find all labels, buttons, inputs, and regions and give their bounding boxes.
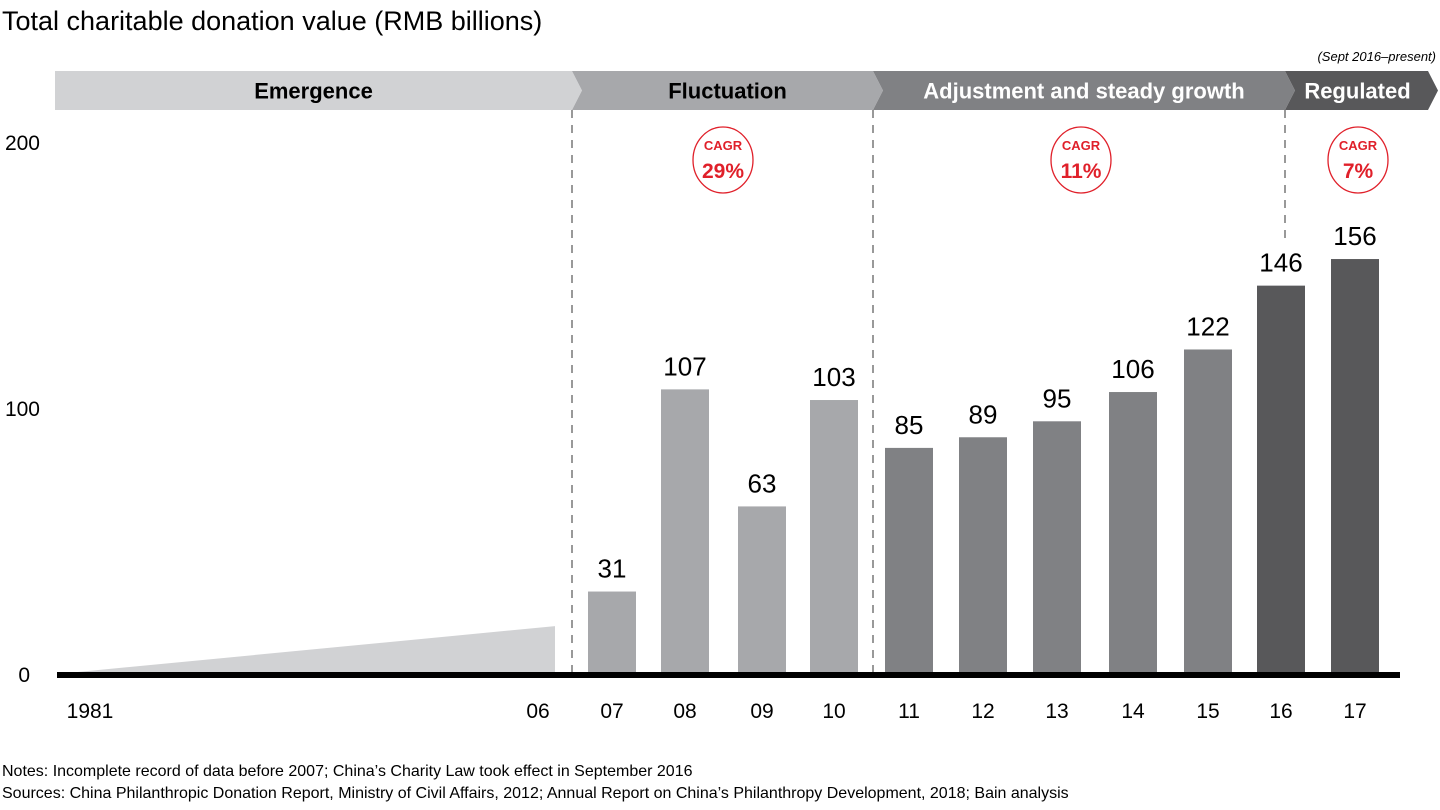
bar-value-label: 106 [1111,354,1154,384]
bar-value-label: 89 [969,399,998,429]
phase-chevron-regulated [1285,71,1438,110]
phase-chevron-fluctuation [572,71,883,110]
x-tick-label: 14 [1121,700,1145,723]
bar-14 [1109,392,1157,674]
phase-chevron-emergence [55,71,582,110]
bar-value-label: 95 [1043,383,1072,413]
y-tick-label: 0 [18,664,30,687]
bar-value-label: 122 [1186,311,1229,341]
cagr-value: 11% [1061,160,1102,183]
cagr-label: CAGR [1339,138,1378,153]
emergence-area [57,626,555,674]
cagr-circle [1327,126,1389,194]
cagr-circle [1050,126,1112,194]
x-tick-label: 08 [673,700,696,723]
chart-sources: Sources: China Philanthropic Donation Re… [2,785,1069,802]
bar-11 [885,447,933,674]
bars: 31 107 63 103 85 89 95 106 122 146 156 [57,221,1400,678]
x-tick-label: 15 [1196,700,1219,723]
bar-09 [738,506,786,674]
x-tick-label: 10 [822,700,845,723]
chart-title: Total charitable donation value (RMB bil… [2,6,542,36]
x-axis-line [57,672,1400,678]
cagr-value: 7% [1343,160,1374,183]
bar-10 [810,400,858,674]
bar-value-label: 85 [895,410,924,440]
bar-17 [1331,259,1379,674]
bar-value-label: 63 [748,468,777,498]
bar-07 [588,591,636,674]
bar-value-label: 103 [812,362,855,392]
bar-value-label: 156 [1333,221,1376,251]
bar-value-label: 107 [663,351,706,381]
x-tick-label: 12 [971,700,994,723]
x-tick-label: 16 [1269,700,1292,723]
phase-label: Emergence [254,79,373,104]
phase-label: Adjustment and steady growth [923,79,1244,104]
chart-notes: Notes: Incomplete record of data before … [2,763,693,780]
bar-16 [1257,285,1305,674]
y-axis: 0 100 200 [5,132,40,687]
bar-08 [661,389,709,674]
x-tick-label: 1981 [67,700,114,723]
cagr-badges: CAGR 29% CAGR 11% CAGR 7% [692,126,1389,194]
x-tick-label: 17 [1343,700,1366,723]
x-tick-label: 06 [526,700,549,723]
cagr-label: CAGR [704,138,743,153]
x-tick-label: 09 [750,700,773,723]
bar-12 [959,437,1007,674]
cagr-label: CAGR [1062,138,1101,153]
x-tick-label: 13 [1045,700,1068,723]
phase-label: Regulated [1304,79,1410,104]
y-tick-label: 100 [5,398,40,421]
cagr-value: 29% [702,160,744,183]
cagr-circle [692,126,754,194]
x-tick-label: 11 [898,700,920,723]
x-tick-label: 07 [600,700,623,723]
phase-dividers [571,110,1286,674]
y-tick-label: 200 [5,132,40,155]
bar-13 [1033,421,1081,674]
bar-15 [1184,349,1232,674]
bar-value-label: 31 [598,554,627,584]
bar-value-label: 146 [1259,248,1302,278]
phase-banner: Emergence Fluctuation Adjustment and stead… [55,49,1438,110]
phase-chevron-adjustment-and-steady-growth [873,71,1295,110]
x-axis: 1981 06 07 08 09 10 11 12 13 14 15 16 17 [67,700,1367,723]
phase-label: Fluctuation [668,79,787,104]
phase-note: (Sept 2016–present) [1317,49,1436,64]
